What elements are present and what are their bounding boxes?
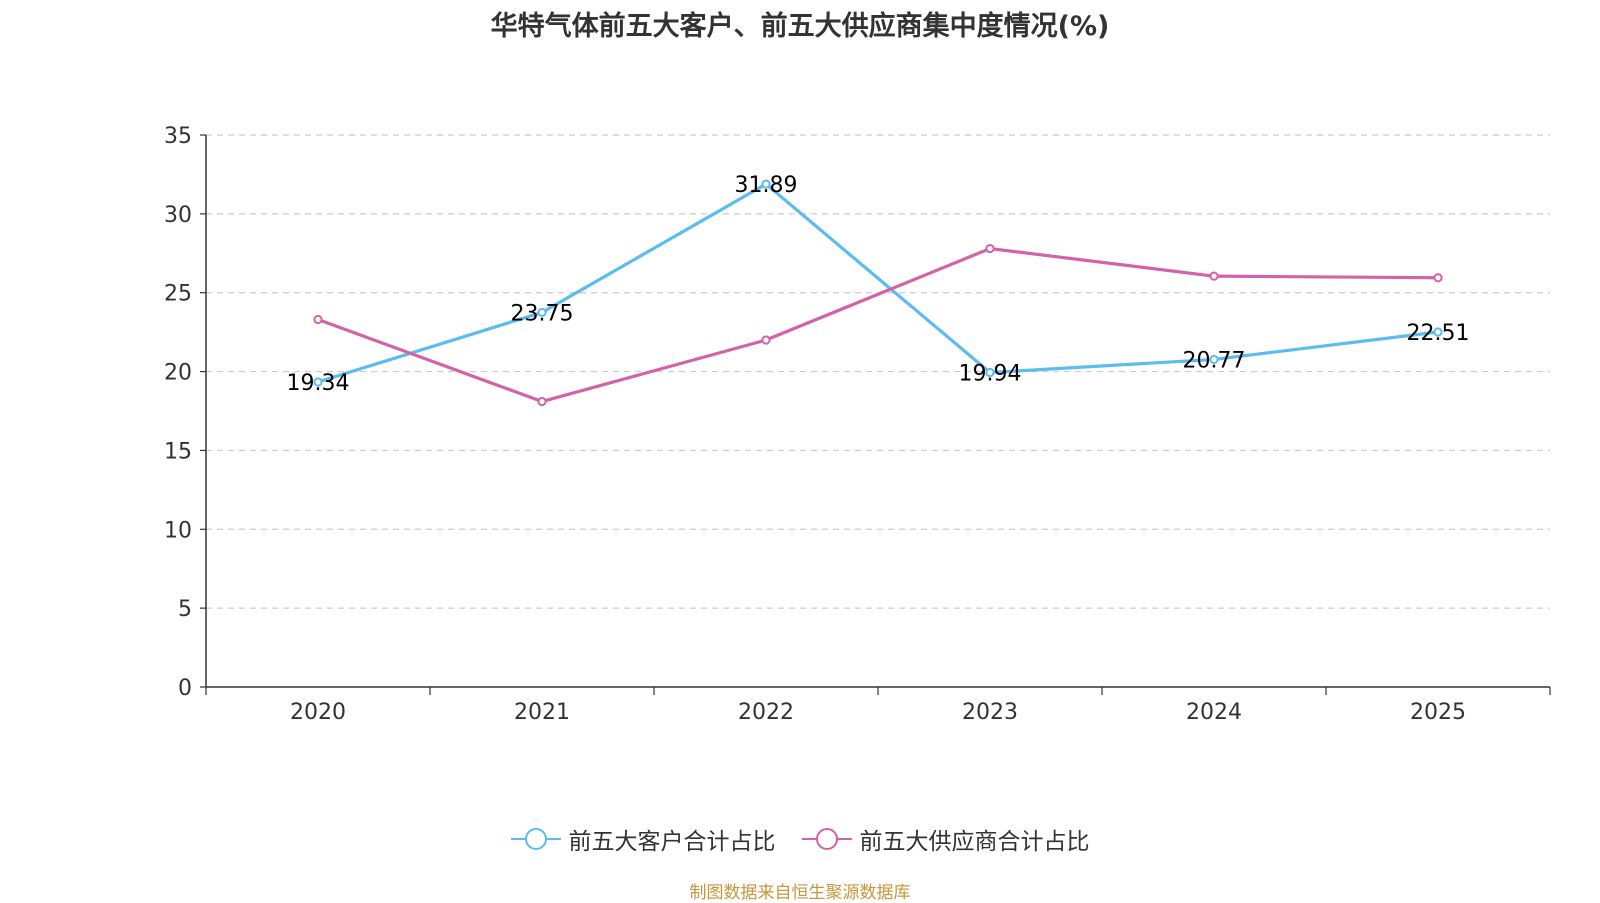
y-tick-label-5: 5 <box>178 597 192 622</box>
chart-title: 华特气体前五大客户、前五大供应商集中度情况(%) <box>490 11 1110 42</box>
data-label-0-2021: 23.75 <box>511 301 574 326</box>
y-tick-label-15: 15 <box>164 439 192 464</box>
data-label-0-2025: 22.51 <box>1407 321 1470 346</box>
source-note: 制图数据来自恒生聚源数据库 <box>689 883 911 903</box>
point-0-2024 <box>1209 354 1219 365</box>
data-label-0-2020: 19.34 <box>287 371 350 396</box>
point-1-2023 <box>985 243 995 254</box>
x-tick-label-2025: 2025 <box>1410 700 1466 725</box>
point-0-2021 <box>537 307 547 318</box>
point-0-2020 <box>313 377 323 387</box>
y-tick-label-10: 10 <box>164 518 192 543</box>
legend-label-suppliers: 前五大供应商合计占比 <box>859 829 1090 855</box>
legend-swatch-suppliers <box>801 828 852 850</box>
legend: 前五大客户合计占比 前五大供应商合计占比 <box>0 822 1600 856</box>
data-label-0-2024: 20.77 <box>1183 348 1246 373</box>
x-tick-label-2024: 2024 <box>1186 700 1242 725</box>
y-tick-label-30: 30 <box>164 203 192 228</box>
point-0-2022 <box>761 179 771 189</box>
y-tick-label-20: 20 <box>164 361 192 386</box>
point-0-2023 <box>985 367 995 378</box>
point-0-2025 <box>1433 327 1443 337</box>
point-1-2022 <box>761 335 771 345</box>
point-1-2021 <box>537 396 547 407</box>
y-tick-label-0: 0 <box>178 676 192 701</box>
y-tick-label-25: 25 <box>164 282 192 307</box>
x-tick-label-2022: 2022 <box>738 700 794 725</box>
legend-label-customers: 前五大客户合计占比 <box>568 829 776 855</box>
series-line-0 <box>317 182 1439 384</box>
legend-item-customers[interactable]: 前五大客户合计占比 <box>510 822 776 856</box>
legend-item-suppliers[interactable]: 前五大供应商合计占比 <box>801 822 1090 856</box>
x-tick-label-2023: 2023 <box>962 700 1018 725</box>
legend-swatch-customers <box>510 828 561 850</box>
y-tick-label-35: 35 <box>164 124 192 149</box>
data-label-0-2022: 31.89 <box>735 173 798 198</box>
point-1-2020 <box>313 314 323 325</box>
x-tick-label-2021: 2021 <box>514 700 570 725</box>
data-label-0-2023: 19.94 <box>959 362 1022 387</box>
point-1-2025 <box>1433 273 1443 283</box>
x-tick-label-2020: 2020 <box>290 700 346 725</box>
series-line-1 <box>317 246 1439 404</box>
point-1-2024 <box>1209 271 1219 281</box>
